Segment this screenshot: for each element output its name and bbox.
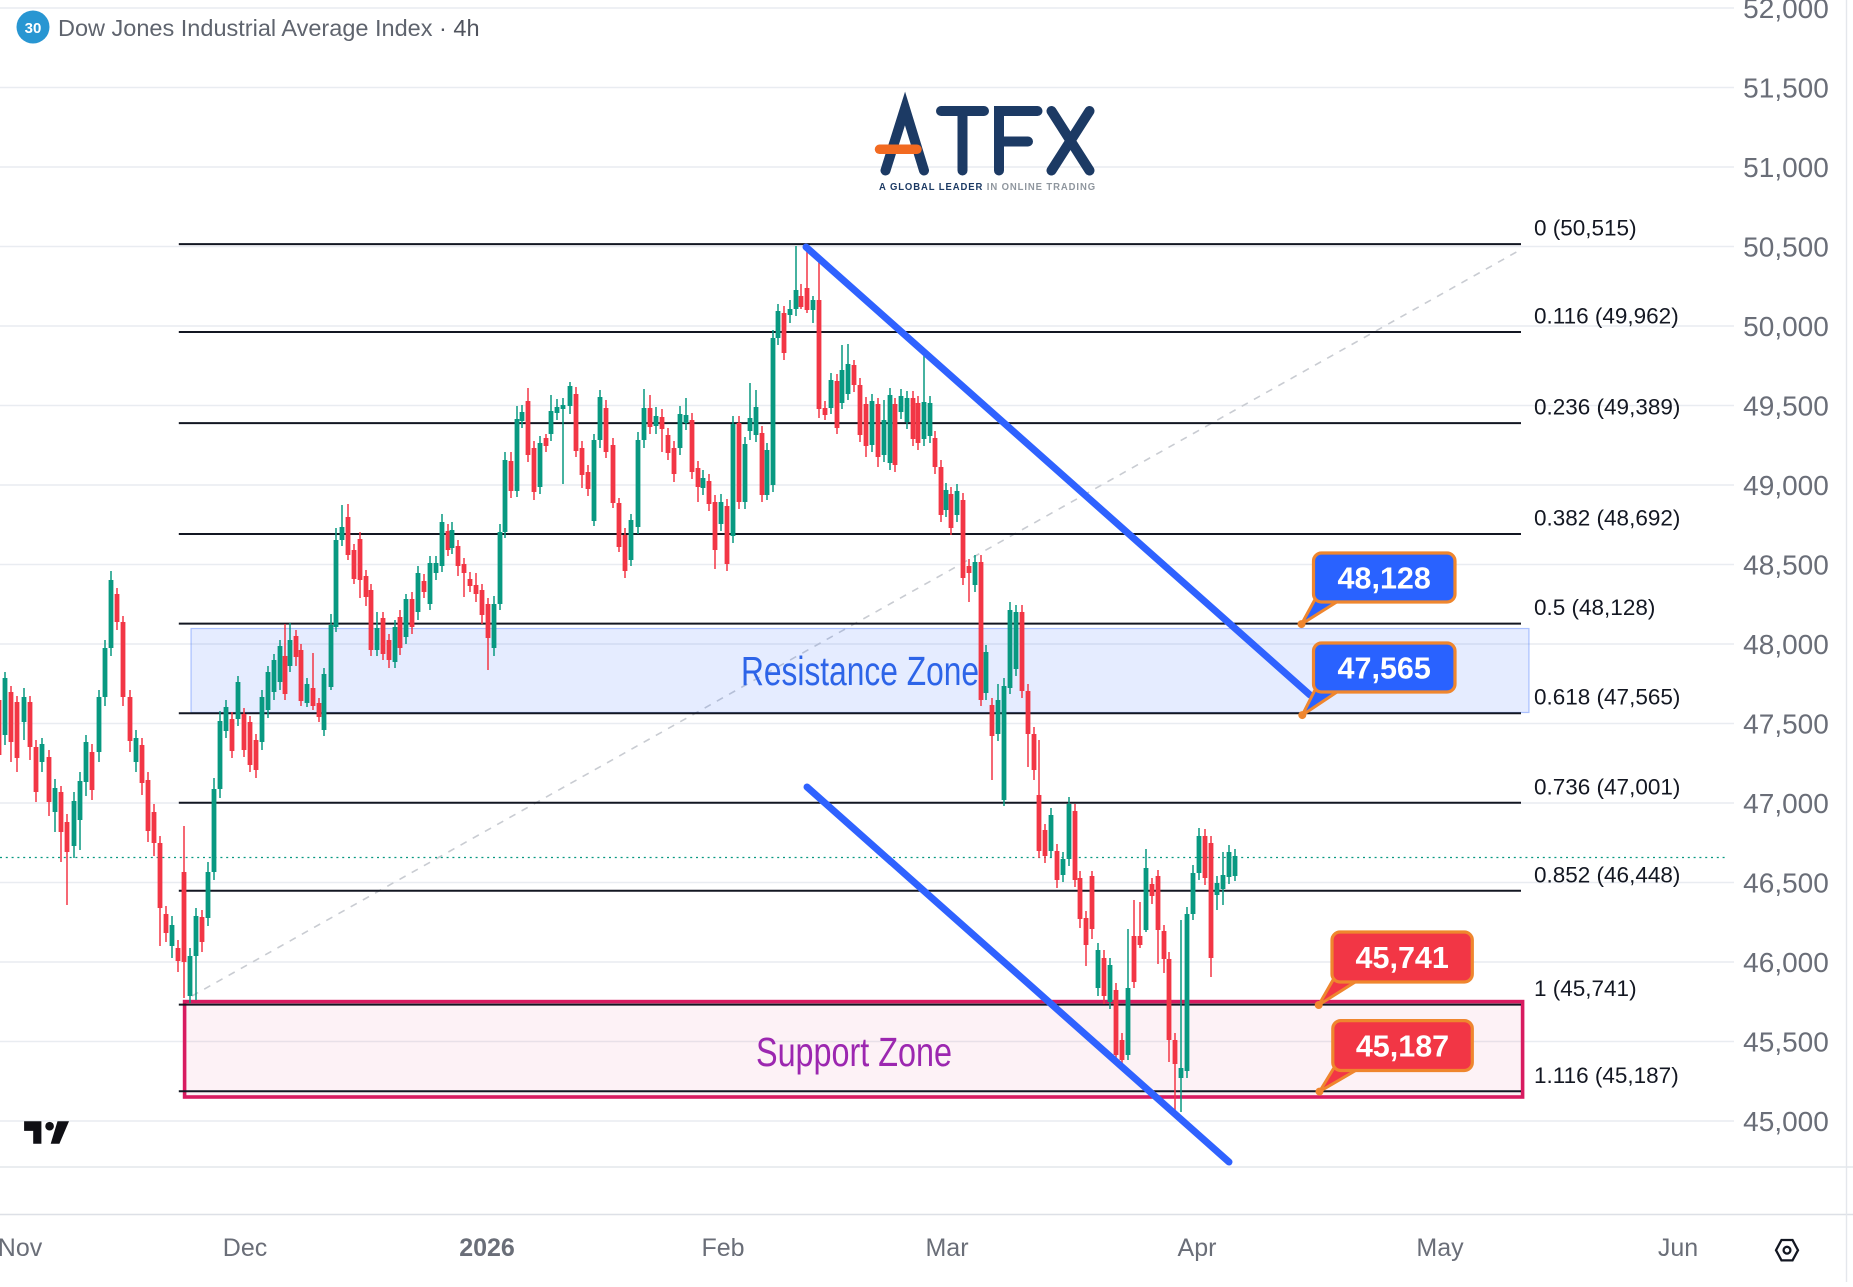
- svg-text:Nov: Nov: [0, 1234, 43, 1262]
- svg-text:45,741: 45,741: [1356, 941, 1449, 975]
- svg-text:47,500: 47,500: [1743, 709, 1829, 740]
- svg-text:48,500: 48,500: [1743, 550, 1829, 581]
- svg-text:0.236 (49,389): 0.236 (49,389): [1534, 395, 1680, 420]
- svg-text:45,000: 45,000: [1743, 1106, 1829, 1137]
- svg-text:1.116 (45,187): 1.116 (45,187): [1534, 1063, 1679, 1088]
- svg-text:Dow Jones Industrial Average I: Dow Jones Industrial Average Index · 4h: [58, 15, 480, 41]
- svg-text:52,000: 52,000: [1743, 0, 1829, 24]
- svg-text:0.736 (47,001): 0.736 (47,001): [1534, 774, 1680, 799]
- svg-text:46,500: 46,500: [1743, 868, 1829, 899]
- svg-text:49,500: 49,500: [1743, 391, 1829, 422]
- svg-text:30: 30: [25, 20, 42, 37]
- svg-text:45,187: 45,187: [1356, 1030, 1449, 1064]
- svg-text:0.5 (48,128): 0.5 (48,128): [1534, 595, 1655, 620]
- svg-text:1 (45,741): 1 (45,741): [1534, 976, 1637, 1001]
- svg-text:51,500: 51,500: [1743, 73, 1829, 104]
- svg-text:Resistance Zone: Resistance Zone: [741, 648, 979, 694]
- svg-text:Jun: Jun: [1658, 1234, 1698, 1262]
- svg-text:45,500: 45,500: [1743, 1027, 1829, 1058]
- svg-text:50,000: 50,000: [1743, 311, 1829, 342]
- svg-text:2026: 2026: [459, 1234, 515, 1262]
- svg-text:Mar: Mar: [925, 1234, 968, 1262]
- svg-text:Apr: Apr: [1178, 1234, 1217, 1262]
- svg-text:0.852 (46,448): 0.852 (46,448): [1534, 862, 1680, 887]
- svg-text:48,000: 48,000: [1743, 629, 1829, 660]
- svg-text:0.116 (49,962): 0.116 (49,962): [1534, 304, 1679, 329]
- svg-text:0.618 (47,565): 0.618 (47,565): [1534, 685, 1680, 710]
- svg-text:51,000: 51,000: [1743, 152, 1829, 183]
- svg-text:47,565: 47,565: [1338, 652, 1431, 686]
- svg-text:Feb: Feb: [701, 1234, 744, 1262]
- svg-text:Support Zone: Support Zone: [756, 1029, 952, 1075]
- svg-text:May: May: [1416, 1234, 1464, 1262]
- svg-text:46,000: 46,000: [1743, 947, 1829, 978]
- svg-text:48,128: 48,128: [1338, 562, 1431, 596]
- svg-text:0 (50,515): 0 (50,515): [1534, 216, 1637, 241]
- svg-text:50,500: 50,500: [1743, 232, 1829, 263]
- svg-text:49,000: 49,000: [1743, 470, 1829, 501]
- svg-text:Dec: Dec: [223, 1234, 267, 1262]
- svg-text:0.382 (48,692): 0.382 (48,692): [1534, 506, 1680, 531]
- svg-text:47,000: 47,000: [1743, 788, 1829, 819]
- svg-text:A GLOBAL LEADER IN ONLINE TRAD: A GLOBAL LEADER IN ONLINE TRADING: [879, 181, 1096, 193]
